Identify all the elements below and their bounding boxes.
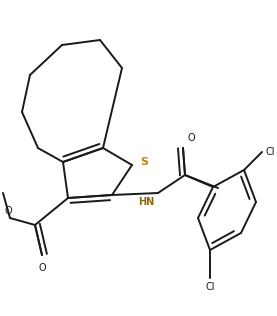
Text: Cl: Cl xyxy=(265,147,275,157)
Text: Cl: Cl xyxy=(205,282,215,292)
Text: HN: HN xyxy=(138,197,154,207)
Text: O: O xyxy=(188,133,196,143)
Text: S: S xyxy=(140,157,148,167)
Text: O: O xyxy=(38,263,46,273)
Text: O: O xyxy=(4,206,12,216)
